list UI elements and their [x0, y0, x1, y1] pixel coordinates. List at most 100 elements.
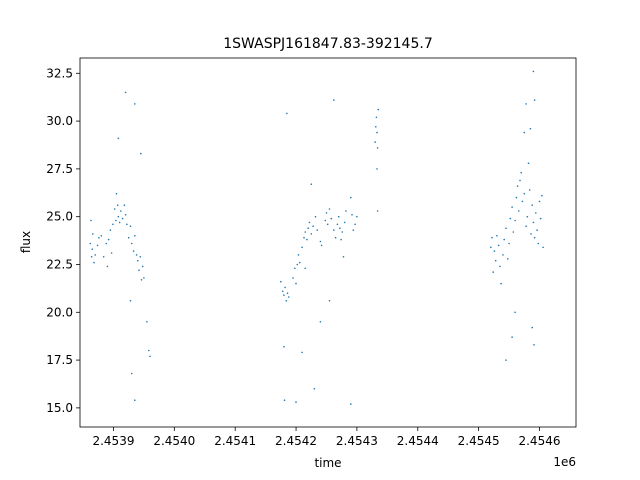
data-point	[505, 227, 507, 229]
data-point	[102, 255, 105, 258]
data-point	[494, 259, 497, 262]
data-point	[100, 235, 103, 237]
data-point	[90, 255, 93, 258]
data-point	[532, 70, 535, 73]
data-point	[306, 238, 308, 241]
data-point	[149, 355, 151, 358]
data-point	[140, 152, 142, 155]
data-point	[123, 204, 126, 206]
data-point	[134, 399, 136, 402]
data-point	[117, 137, 120, 140]
data-point	[298, 261, 301, 264]
data-point	[94, 254, 96, 256]
data-point	[376, 168, 378, 170]
data-point	[354, 223, 356, 226]
data-point	[308, 221, 311, 224]
data-point	[330, 217, 333, 220]
y-axis-ticks: 15.0 17.5 20.0 22.5 25.0 27.5 30.0 32.5	[46, 66, 80, 415]
data-point	[324, 219, 327, 222]
y-axis-label: flux	[19, 231, 33, 253]
data-point	[533, 344, 535, 346]
data-point	[286, 112, 288, 115]
chart-title: 1SWASPJ161847.83-392145.7	[223, 36, 432, 52]
data-point	[526, 215, 529, 218]
data-point	[116, 204, 119, 206]
data-point	[536, 229, 538, 231]
data-point	[343, 221, 346, 224]
data-point	[310, 233, 313, 235]
data-point	[109, 229, 112, 231]
data-point	[531, 204, 533, 206]
data-point	[124, 214, 127, 216]
data-point	[117, 215, 120, 218]
data-point	[316, 229, 319, 231]
data-point	[115, 219, 117, 222]
data-point	[334, 236, 337, 239]
x-tick-label: 2.4544	[397, 434, 439, 448]
data-point	[539, 217, 542, 220]
data-point	[121, 217, 124, 220]
data-point	[527, 162, 530, 164]
data-point	[310, 183, 313, 185]
data-point	[304, 267, 307, 270]
data-point	[129, 300, 132, 302]
data-point	[515, 196, 518, 199]
data-point	[533, 99, 536, 101]
y-tick-label: 32.5	[46, 66, 73, 80]
data-point	[512, 231, 515, 233]
data-point	[326, 223, 329, 226]
data-point	[345, 210, 347, 212]
y-tick-label: 27.5	[46, 162, 73, 176]
data-point	[528, 189, 531, 191]
data-point	[533, 236, 536, 239]
data-point	[113, 208, 116, 210]
data-point	[107, 238, 110, 241]
data-point	[492, 271, 495, 273]
data-point	[377, 108, 380, 111]
y-tick-label: 30.0	[46, 114, 73, 128]
data-point	[376, 210, 379, 212]
data-point	[92, 233, 94, 235]
data-point	[519, 179, 521, 182]
x-axis-ticks: 2.4539 2.4540 2.4541 2.4542 2.4543 2.4544 2.45…	[92, 427, 560, 448]
data-point	[146, 321, 148, 323]
y-tick-label: 17.5	[46, 353, 73, 367]
data-point	[143, 277, 145, 279]
data-point	[141, 265, 144, 268]
data-point	[297, 254, 300, 256]
data-point	[541, 194, 543, 197]
data-point	[325, 212, 328, 214]
data-point	[514, 219, 516, 222]
data-point	[374, 141, 377, 143]
data-point	[497, 244, 500, 247]
data-point	[493, 250, 496, 252]
data-point	[294, 267, 296, 270]
data-points	[89, 70, 544, 405]
data-point	[129, 225, 132, 227]
data-point	[134, 103, 136, 105]
data-point	[508, 242, 510, 245]
data-point	[307, 227, 310, 229]
data-point	[500, 282, 502, 285]
data-point	[283, 294, 285, 296]
data-point	[530, 233, 532, 235]
data-point	[304, 231, 307, 233]
data-point	[120, 210, 122, 212]
data-point	[314, 215, 317, 218]
data-point	[127, 236, 130, 239]
data-point	[283, 345, 285, 348]
data-point	[520, 171, 522, 174]
data-point	[295, 282, 297, 285]
data-point	[296, 263, 299, 266]
data-point	[281, 290, 284, 293]
data-point	[115, 192, 118, 195]
data-point	[138, 269, 140, 272]
data-point	[287, 296, 290, 298]
data-point	[319, 240, 322, 243]
data-point	[525, 225, 527, 227]
data-point	[313, 388, 316, 390]
data-point	[511, 206, 513, 208]
data-point	[521, 200, 524, 203]
